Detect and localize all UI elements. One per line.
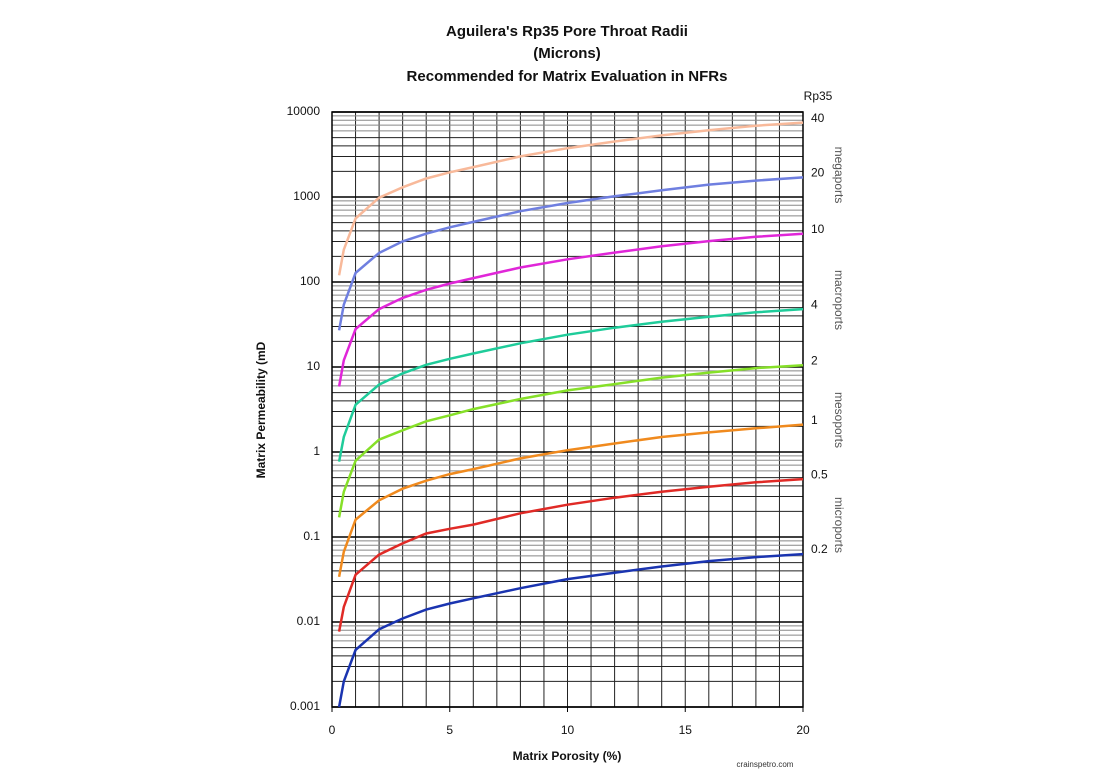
series-label: 10 xyxy=(811,222,825,236)
x-tick-label: 20 xyxy=(796,723,810,737)
series-line xyxy=(337,176,804,331)
y-tick-label: 0.01 xyxy=(297,614,321,628)
series-line xyxy=(337,477,804,632)
series-line xyxy=(337,423,804,578)
series-line xyxy=(337,552,804,708)
y-tick-label: 100 xyxy=(300,274,320,288)
side-annotation: megaports xyxy=(832,147,846,204)
x-axis-title: Matrix Porosity (%) xyxy=(513,749,622,763)
series-label: 2 xyxy=(811,353,818,367)
side-annotation: microports xyxy=(832,497,846,553)
series-line xyxy=(337,363,804,518)
plot-frame xyxy=(331,111,804,708)
x-tick-label: 10 xyxy=(561,723,575,737)
x-tick-label: 0 xyxy=(329,723,336,737)
y-tick-label: 1000 xyxy=(293,189,320,203)
y-tick-label: 0.1 xyxy=(303,529,320,543)
series-line xyxy=(337,307,804,462)
right-title: Rp35 xyxy=(804,89,833,103)
y-axis-title: Matrix Permeability (mD xyxy=(254,341,268,478)
side-annotation: macroports xyxy=(832,270,846,330)
x-tick-label: 15 xyxy=(679,723,693,737)
series-label: 20 xyxy=(811,166,825,180)
y-tick-label: 0.001 xyxy=(290,699,320,713)
credit: crainspetro.com xyxy=(737,760,794,769)
chart-title: (Microns) xyxy=(533,45,601,62)
side-annotation: mesoports xyxy=(832,392,846,448)
chart-title: Aguilera's Rp35 Pore Throat Radii xyxy=(446,23,688,40)
y-tick-label: 10 xyxy=(307,359,321,373)
series-label: 1 xyxy=(811,413,818,427)
series-line xyxy=(337,232,804,387)
chart-title: Recommended for Matrix Evaluation in NFR… xyxy=(407,68,728,85)
series-line xyxy=(337,121,804,276)
series-label: 4 xyxy=(811,297,818,311)
series-label: 40 xyxy=(811,111,825,125)
series-label: 0.5 xyxy=(811,467,828,481)
y-tick-label: 10000 xyxy=(287,104,321,118)
x-tick-label: 5 xyxy=(446,723,453,737)
y-tick-label: 1 xyxy=(313,444,320,458)
series-label: 0.2 xyxy=(811,542,828,556)
